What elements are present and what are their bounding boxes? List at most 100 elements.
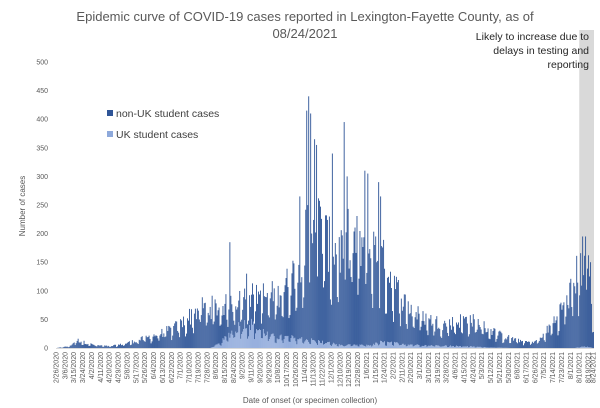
bar-uk-student	[366, 344, 368, 348]
x-tick-label: 7/23/2021	[559, 352, 566, 383]
bar-non-uk-student	[345, 232, 347, 346]
bar-non-uk-student	[311, 233, 313, 339]
bar-uk-student	[581, 346, 583, 348]
bar-uk-student	[459, 346, 460, 348]
bar-non-uk-student	[90, 343, 92, 348]
bar-non-uk-student	[115, 344, 117, 348]
bar-uk-student	[261, 338, 263, 348]
y-tick-label: 250	[36, 203, 48, 210]
bar-non-uk-student	[397, 279, 399, 344]
bar-uk-student	[228, 332, 230, 348]
bar-non-uk-student	[570, 278, 572, 348]
bar-non-uk-student	[300, 282, 302, 339]
bar-non-uk-student	[529, 344, 531, 348]
bar-non-uk-student	[399, 326, 401, 346]
bar-non-uk-student	[172, 335, 174, 348]
bar-non-uk-student	[322, 253, 323, 341]
x-tick-label: 10/17/2020	[284, 352, 291, 387]
bar-non-uk-student	[457, 324, 458, 347]
bar-uk-student	[371, 346, 373, 348]
bar-non-uk-student	[182, 327, 184, 348]
x-tick-label: 6/26/2021	[532, 352, 539, 383]
x-tick-label: 7/1/2020	[178, 352, 185, 379]
bar-non-uk-student	[203, 303, 205, 348]
x-tick-label: 2/11/2021	[399, 352, 406, 383]
bar-uk-student	[271, 333, 273, 348]
bar-uk-student	[212, 347, 214, 348]
bar-uk-student	[248, 336, 250, 348]
bar-non-uk-student	[340, 230, 342, 345]
bar-non-uk-student	[589, 276, 590, 348]
bar-uk-student	[290, 338, 292, 348]
bar-non-uk-student	[448, 336, 450, 348]
bar-uk-student	[368, 344, 370, 348]
bar-non-uk-student	[291, 273, 293, 336]
bar-non-uk-student	[492, 331, 494, 348]
bar-non-uk-student	[167, 330, 169, 348]
bar-non-uk-student	[183, 316, 185, 348]
bar-uk-student	[589, 347, 590, 348]
bar-uk-student	[289, 342, 291, 348]
bar-non-uk-student	[224, 303, 226, 337]
bar-non-uk-student	[150, 343, 152, 348]
bar-non-uk-student	[97, 345, 99, 348]
bar-uk-student	[442, 346, 444, 348]
bar-non-uk-student	[334, 242, 336, 345]
bar-uk-student	[447, 347, 449, 348]
bar-non-uk-student	[101, 345, 103, 348]
bar-uk-student	[478, 346, 480, 348]
bar-non-uk-student	[190, 309, 192, 348]
bar-uk-student	[355, 345, 357, 348]
bar-uk-student	[339, 345, 341, 348]
bar-non-uk-student	[476, 329, 478, 347]
bar-uk-student	[319, 340, 320, 348]
bar-uk-student	[297, 339, 299, 348]
bar-non-uk-student	[69, 345, 71, 348]
bar-non-uk-student	[539, 337, 541, 348]
bar-uk-student	[410, 344, 412, 348]
bar-non-uk-student	[166, 326, 168, 348]
bar-non-uk-student	[275, 314, 277, 344]
x-tick-label: 4/11/2020	[98, 352, 105, 383]
bar-non-uk-student	[344, 279, 346, 347]
bar-non-uk-student	[496, 338, 498, 348]
bar-non-uk-student	[200, 315, 202, 348]
bar-non-uk-student	[207, 312, 209, 348]
bar-non-uk-student	[317, 276, 319, 345]
bar-non-uk-student	[302, 307, 304, 343]
bar-non-uk-student	[223, 315, 225, 340]
bar-non-uk-student	[209, 306, 211, 348]
bar-uk-student	[416, 344, 418, 348]
bar-uk-student	[244, 320, 246, 348]
bar-non-uk-student	[350, 276, 352, 347]
bar-non-uk-student	[486, 331, 488, 348]
bar-non-uk-student	[119, 344, 120, 348]
bar-non-uk-student	[395, 276, 397, 343]
bar-uk-student	[287, 335, 289, 348]
x-tick-label: 4/2/2020	[89, 352, 96, 379]
bar-non-uk-student	[152, 336, 154, 348]
bar-uk-student	[326, 342, 328, 348]
bar-non-uk-student	[510, 343, 512, 348]
bar-non-uk-student	[417, 306, 419, 345]
bar-uk-student	[257, 330, 258, 348]
bar-non-uk-student	[494, 328, 496, 348]
bar-non-uk-student	[413, 327, 415, 347]
bar-non-uk-student	[583, 275, 585, 347]
bar-uk-student	[288, 341, 290, 348]
y-tick-label: 300	[36, 174, 48, 181]
bar-uk-student	[359, 344, 361, 348]
bar-uk-student	[223, 339, 225, 348]
bar-non-uk-student	[331, 153, 333, 345]
bar-non-uk-student	[254, 323, 255, 340]
bar-uk-student	[295, 341, 297, 348]
x-tick-label: 5/30/2021	[506, 352, 513, 383]
bar-non-uk-student	[482, 334, 484, 348]
bar-non-uk-student	[446, 326, 448, 346]
bar-uk-student	[444, 345, 446, 348]
bar-non-uk-student	[151, 341, 153, 348]
bar-non-uk-student	[364, 170, 366, 347]
bar-uk-student	[584, 346, 586, 348]
bar-uk-student	[485, 347, 487, 348]
bar-non-uk-student	[475, 332, 477, 348]
